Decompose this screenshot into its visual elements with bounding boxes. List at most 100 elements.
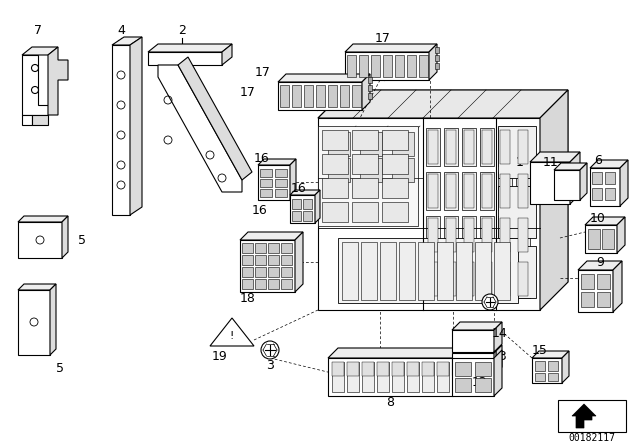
Text: 16: 16 — [291, 181, 307, 194]
Bar — [498, 260, 512, 298]
Text: 8: 8 — [386, 396, 394, 409]
Bar — [352, 130, 378, 150]
Bar — [428, 130, 438, 164]
Bar — [437, 242, 453, 300]
Polygon shape — [572, 404, 596, 428]
Bar — [480, 172, 494, 210]
Polygon shape — [295, 232, 303, 292]
Bar — [482, 130, 492, 164]
Text: 4: 4 — [117, 23, 125, 36]
Polygon shape — [585, 217, 625, 225]
Bar — [605, 172, 615, 184]
Polygon shape — [530, 162, 570, 204]
Bar — [347, 362, 359, 392]
Polygon shape — [580, 163, 587, 200]
Bar — [390, 130, 416, 185]
Polygon shape — [210, 318, 254, 346]
Bar — [462, 216, 476, 254]
Polygon shape — [578, 261, 622, 270]
Bar — [392, 132, 414, 156]
Text: 7: 7 — [34, 23, 42, 36]
Polygon shape — [48, 47, 68, 115]
Bar — [382, 178, 408, 198]
Bar — [242, 279, 253, 289]
Bar — [242, 255, 253, 265]
Polygon shape — [22, 55, 48, 115]
Polygon shape — [554, 163, 587, 170]
Bar — [480, 216, 494, 254]
Bar — [435, 55, 439, 61]
Bar — [581, 274, 594, 289]
Polygon shape — [112, 45, 130, 215]
Bar — [268, 255, 279, 265]
Bar — [371, 55, 380, 77]
Bar — [446, 130, 456, 164]
Bar — [359, 55, 368, 77]
Text: 10: 10 — [590, 211, 606, 224]
Bar — [281, 279, 292, 289]
Polygon shape — [318, 90, 568, 118]
Bar — [535, 373, 545, 381]
Polygon shape — [278, 74, 370, 82]
Bar — [368, 77, 372, 83]
Text: 18: 18 — [240, 292, 256, 305]
Bar — [368, 85, 372, 91]
Bar — [588, 229, 600, 249]
Bar — [498, 126, 536, 178]
Polygon shape — [240, 240, 295, 292]
Bar — [435, 47, 439, 53]
Text: 17: 17 — [255, 65, 271, 78]
Bar — [446, 262, 456, 296]
Polygon shape — [62, 216, 68, 258]
Polygon shape — [562, 351, 569, 383]
Bar — [362, 362, 374, 376]
Bar — [455, 362, 471, 376]
Polygon shape — [540, 90, 568, 310]
Polygon shape — [590, 160, 628, 168]
Text: 17: 17 — [375, 31, 391, 44]
Bar — [280, 85, 289, 107]
Text: 1: 1 — [516, 155, 524, 168]
Bar — [316, 85, 325, 107]
Bar — [242, 267, 253, 277]
Bar — [464, 174, 474, 208]
Bar — [328, 158, 350, 182]
Polygon shape — [328, 358, 453, 396]
Bar — [605, 188, 615, 200]
Bar — [382, 154, 408, 174]
Bar — [464, 218, 474, 252]
Bar — [482, 174, 492, 208]
Bar — [255, 243, 266, 253]
Bar — [352, 202, 378, 222]
Bar — [368, 93, 372, 99]
Bar — [268, 267, 279, 277]
Bar — [268, 243, 279, 253]
Polygon shape — [290, 190, 320, 195]
Bar — [304, 85, 313, 107]
Polygon shape — [148, 44, 232, 52]
Polygon shape — [158, 65, 242, 192]
Bar — [360, 158, 382, 182]
Bar — [383, 55, 392, 77]
Bar — [347, 362, 359, 376]
Bar — [498, 128, 512, 166]
Bar — [500, 262, 510, 296]
Polygon shape — [18, 222, 62, 258]
Polygon shape — [532, 358, 562, 383]
Bar — [482, 262, 492, 296]
Bar — [422, 362, 434, 392]
Bar — [395, 55, 404, 77]
Polygon shape — [570, 152, 580, 204]
Bar — [260, 189, 272, 197]
Bar — [255, 255, 266, 265]
Polygon shape — [22, 47, 58, 55]
Bar — [597, 292, 610, 307]
Text: 15: 15 — [532, 344, 548, 357]
Bar — [419, 55, 428, 77]
Polygon shape — [240, 232, 303, 240]
Bar — [407, 362, 419, 392]
Bar — [426, 172, 440, 210]
Bar — [303, 199, 312, 209]
Polygon shape — [362, 74, 370, 110]
Bar — [322, 130, 348, 150]
